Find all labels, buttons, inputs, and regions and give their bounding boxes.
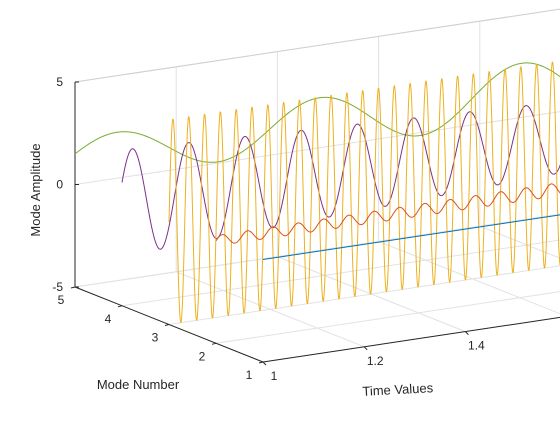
x-tick-mark [363, 346, 368, 351]
grid-line [168, 265, 560, 325]
y-tick-label: 1 [246, 368, 253, 382]
y-tick-mark [211, 342, 217, 345]
x-tick-label: 1.4 [468, 339, 485, 353]
y-tick-label: 5 [58, 293, 65, 307]
y-tick-label: 2 [199, 349, 206, 363]
series-layer [74, 61, 560, 324]
series-line-mode-1 [262, 214, 560, 260]
y-tick-mark [164, 324, 170, 326]
z-tick-label: 5 [56, 75, 63, 89]
x-tick-label: 1 [271, 369, 278, 383]
z-axis-label: Mode Amplitude [28, 143, 43, 236]
y-tick-label: 4 [105, 312, 112, 326]
y-tick-mark [70, 286, 76, 289]
y-tick-mark [117, 305, 123, 308]
z-tick-label: -5 [52, 280, 63, 294]
grid-line [215, 291, 560, 344]
x-tick-mark [465, 331, 469, 335]
series-line-mode-3 [168, 61, 560, 324]
z-tick-label: 0 [56, 178, 63, 192]
grid-line [121, 239, 560, 307]
x-tick-mark [262, 361, 267, 366]
series-line-mode-5 [74, 62, 560, 163]
tick-labels: 11.21.41.61.8212345-505 [52, 75, 485, 383]
box-edge [74, 8, 560, 83]
grid-line [74, 213, 560, 288]
y-tick-label: 3 [152, 331, 159, 345]
x-tick-label: 1.2 [367, 354, 384, 368]
y-axis-label: Mode Number [97, 377, 180, 392]
y-tick-mark [258, 361, 264, 364]
series-line-mode-2 [215, 183, 560, 244]
x-axis-label: Time Values [362, 380, 434, 399]
x-axis-line [262, 316, 560, 363]
grid-line [479, 225, 560, 259]
